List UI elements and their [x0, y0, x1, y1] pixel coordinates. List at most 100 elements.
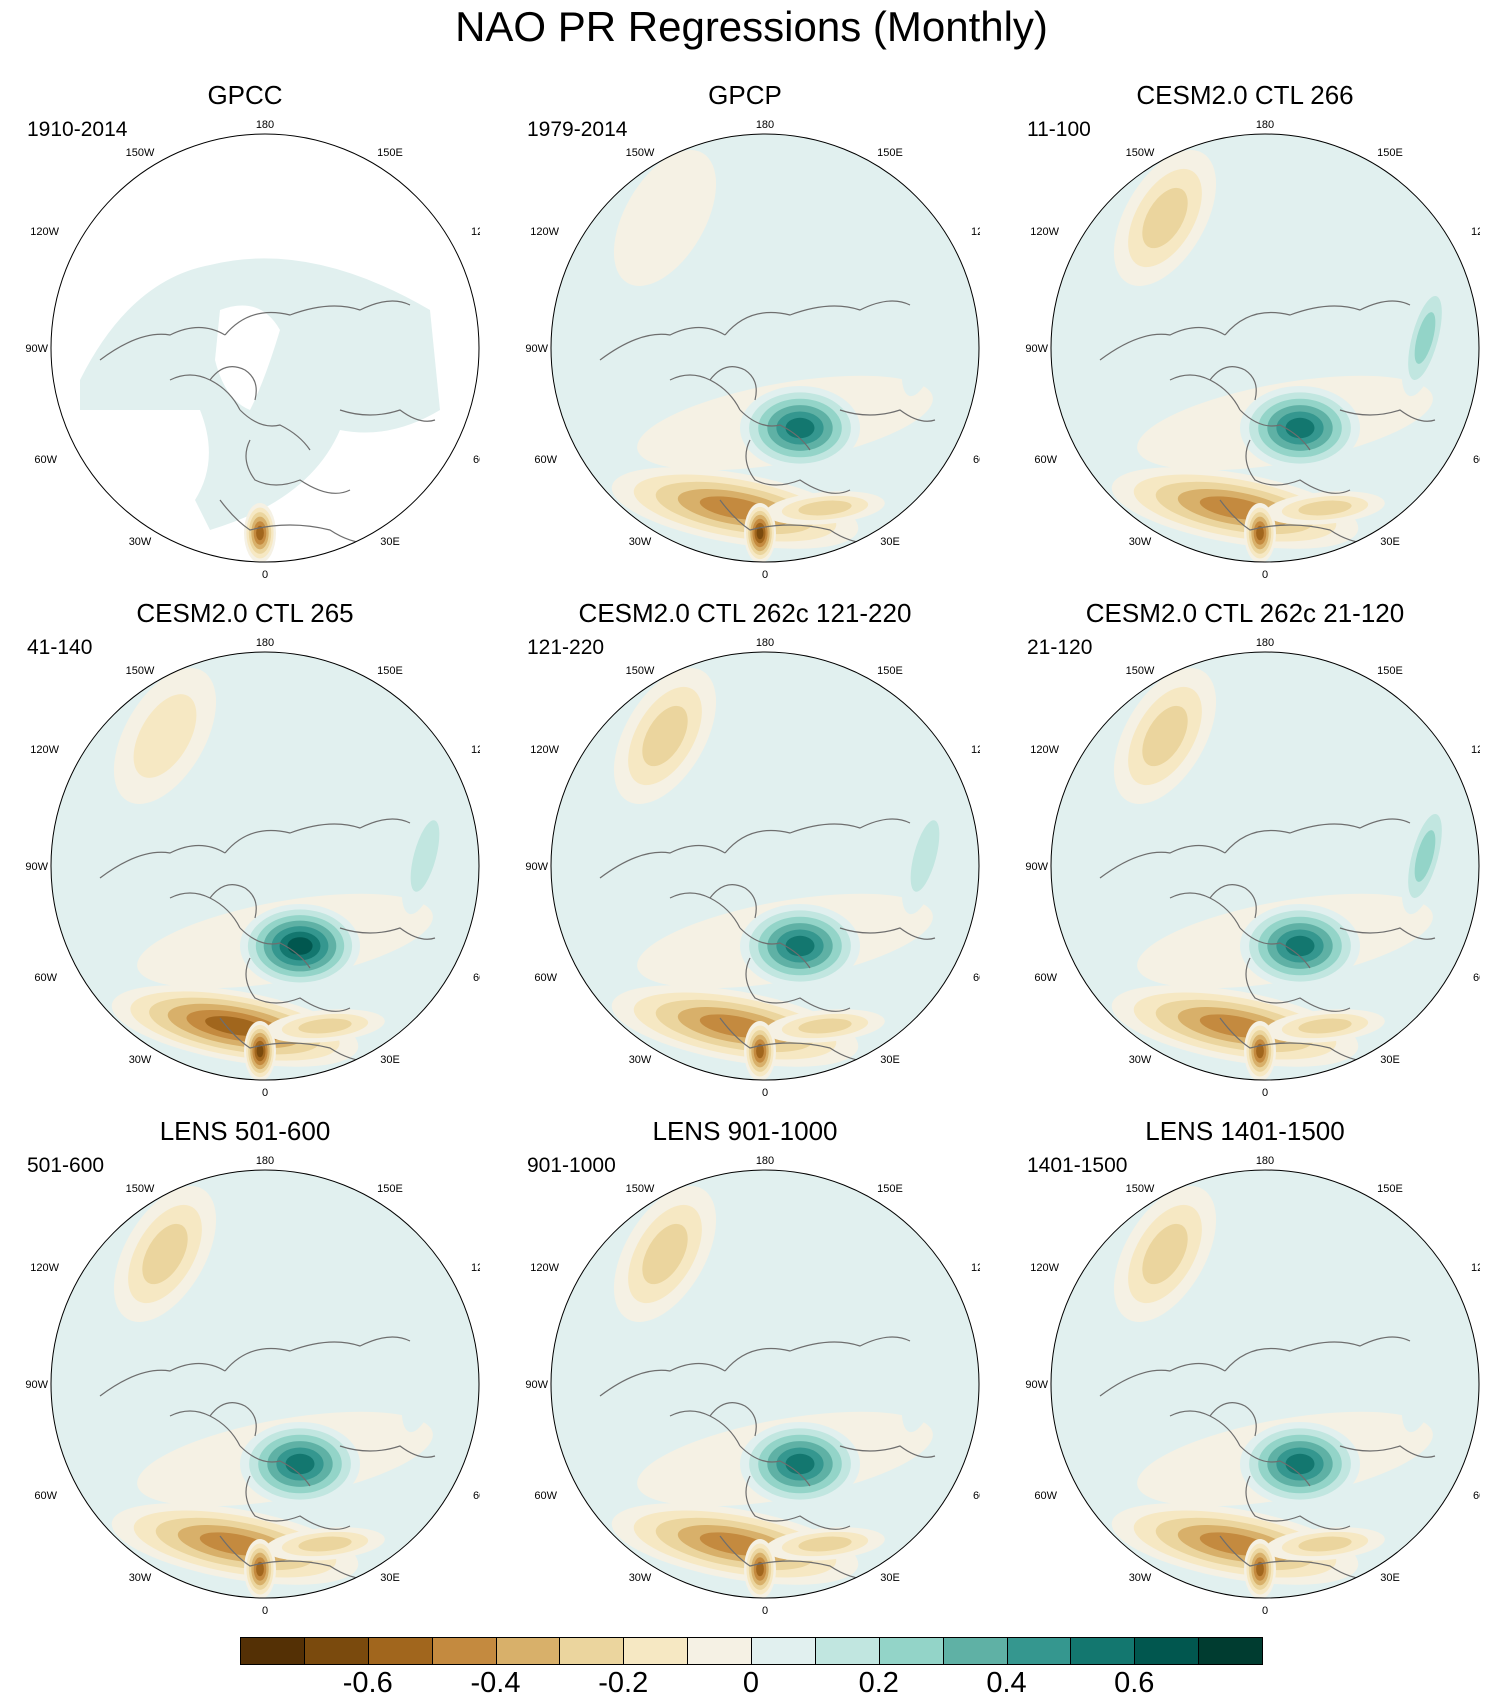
pr-anomaly-contour — [1401, 1315, 1449, 1433]
colorbar-swatch — [240, 1637, 305, 1665]
longitude-label: 60W — [534, 1490, 557, 1502]
longitude-label: 150E — [877, 147, 903, 159]
map-panel: GPCC1910-2014180150W150E120W120E90W90E60… — [10, 80, 480, 580]
colorbar-swatch — [878, 1637, 944, 1665]
longitude-label: 120W — [30, 226, 59, 238]
panel-period: 1401-1500 — [1027, 1154, 1128, 1177]
pr-anomaly-contour — [1142, 187, 1188, 249]
coastline — [1209, 1402, 1257, 1437]
map-panel: LENS 1401-1500 1401-1500 180 150W 150E 120W 12… — [1010, 1116, 1480, 1616]
colorbar-swatch — [559, 1637, 625, 1665]
longitude-label: 180 — [1256, 1155, 1274, 1167]
longitude-label: 150E — [1377, 665, 1403, 677]
polar-map: 180150W150E120W120E90W90E60W60E30W30E0 — [1025, 637, 1480, 1098]
coastline — [724, 300, 911, 336]
longitude-label: 180 — [256, 119, 274, 131]
map-border — [1050, 1169, 1480, 1599]
longitude-label: 30W — [1129, 536, 1152, 548]
longitude-label: 120E — [471, 1262, 480, 1274]
longitude-label: 60W — [34, 972, 57, 984]
map-border — [50, 651, 480, 1081]
panel-period: 901-1000 — [527, 1154, 616, 1177]
panel-title: LENS 501-600 — [159, 1116, 331, 1146]
main-title: NAO PR Regressions (Monthly) — [455, 3, 1048, 50]
coastline — [599, 1362, 726, 1397]
longitude-label: 90W — [25, 343, 48, 355]
longitude-label: 90W — [525, 1379, 548, 1391]
longitude-label: 120E — [471, 744, 480, 756]
longitude-label: 60E — [973, 454, 980, 466]
coastline — [1099, 1362, 1226, 1397]
coastline — [224, 1336, 411, 1372]
panel-title: CESM2.0 CTL 265 — [136, 598, 354, 628]
panel-title: CESM2.0 CTL 262c 21-120 — [1085, 598, 1405, 628]
longitude-label: 30E — [1380, 536, 1400, 548]
pr-anomaly-contour — [756, 526, 764, 540]
coastline — [239, 409, 311, 451]
coastline — [739, 409, 811, 451]
longitude-label: 150E — [1377, 1183, 1403, 1195]
pr-anomaly-contour — [785, 935, 815, 957]
map-border — [1050, 133, 1480, 563]
pr-anomaly-contour — [642, 1223, 688, 1285]
longitude-label: 60E — [973, 1490, 980, 1502]
colorbar-tick-label: 0.2 — [858, 1667, 899, 1699]
longitude-label: 60W — [34, 1490, 57, 1502]
coastline — [339, 1445, 436, 1458]
coastline — [245, 439, 351, 494]
longitude-label: 30E — [380, 1572, 400, 1584]
longitude-label: 60W — [1034, 454, 1057, 466]
pr-anomaly-contour — [401, 1315, 449, 1433]
coastline — [224, 300, 411, 336]
coastline — [839, 927, 936, 940]
pr-anomaly-contour — [756, 1043, 764, 1059]
coastline — [724, 818, 911, 854]
longitude-label: 60W — [534, 972, 557, 984]
longitude-label: 120E — [471, 226, 480, 238]
colorbar-tick-label: 0 — [742, 1667, 760, 1699]
polar-map: 180150W150E120W120E90W90E60W60E30W30E0 — [525, 637, 980, 1098]
pr-anomaly-contour — [756, 1561, 764, 1577]
panel-title: CESM2.0 CTL 266 — [1136, 80, 1354, 110]
longitude-label: 90W — [1025, 861, 1048, 873]
pr-anomaly-contour — [1285, 417, 1315, 439]
coastline — [239, 1445, 311, 1487]
longitude-label: 60W — [1034, 972, 1057, 984]
pr-anomaly-contour — [1298, 500, 1352, 516]
colorbar-tick-label: -0.4 — [470, 1667, 521, 1699]
panel-title: LENS 901-1000 — [652, 1116, 838, 1146]
coastline — [239, 927, 311, 969]
coastline — [709, 884, 757, 919]
coastline — [1339, 409, 1436, 422]
map-panel: CESM2.0 CTL 262c 21-120 21-120 180 150W 150E… — [1010, 598, 1480, 1098]
longitude-label: 150E — [877, 665, 903, 677]
pr-anomaly-contour — [1256, 1043, 1264, 1059]
coastline — [339, 409, 436, 422]
longitude-label: 120W — [30, 744, 59, 756]
longitude-label: 60E — [473, 454, 480, 466]
coastline — [224, 818, 411, 854]
pr-anomaly-contour — [613, 150, 717, 286]
longitude-label: 120E — [1471, 744, 1480, 756]
coastline — [209, 1402, 257, 1437]
pr-anomaly-contour — [1256, 1561, 1264, 1577]
map-panel: LENS 501-600 501-600 180 150W 150E 120W 120E 90… — [10, 1116, 480, 1616]
pr-anomaly-contour — [1142, 1223, 1188, 1285]
map-border — [550, 651, 980, 1081]
pr-anomaly-contour — [1298, 1536, 1352, 1552]
map-border — [50, 1169, 480, 1599]
colorbar-swatch — [367, 1637, 433, 1665]
pr-anomaly-contour — [256, 525, 264, 541]
longitude-label: 30W — [129, 1572, 152, 1584]
colorbar-tick-label: -0.6 — [342, 1667, 393, 1699]
longitude-label: 60E — [1473, 972, 1480, 984]
colorbar-swatch — [1070, 1637, 1136, 1665]
map-panel: GPCP1979-2014180150W150E120W120E90W90E60… — [510, 80, 980, 580]
longitude-label: 60E — [473, 972, 480, 984]
longitude-label: 180 — [756, 637, 774, 649]
polar-map: 180150W150E120W120E90W90E60W60E30W30E0 — [25, 1155, 480, 1616]
coastline — [99, 326, 226, 361]
coastline — [1239, 1445, 1311, 1487]
longitude-label: 150E — [377, 1183, 403, 1195]
coastline — [745, 1475, 851, 1530]
